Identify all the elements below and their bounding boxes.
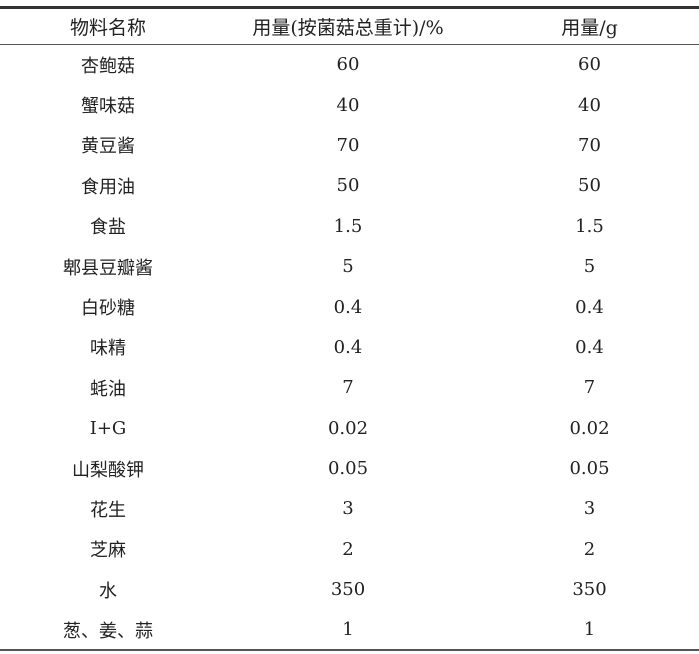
table-row: 水 350 350 <box>0 570 699 610</box>
cell-grams: 0.4 <box>575 336 604 358</box>
table-row: 葱、姜、蒜 1 1 <box>0 609 699 652</box>
cell-grams: 5 <box>583 256 596 278</box>
table-row: 花生 3 3 <box>0 489 699 529</box>
cell-grams: 1.5 <box>575 215 604 237</box>
cell-percent: 1.5 <box>333 215 363 237</box>
cell-material: 芝麻 <box>90 540 126 562</box>
cell-material: 郫县豆瓣酱 <box>63 257 153 279</box>
cell-percent: 70 <box>336 134 360 156</box>
header-row: 物料名称 用量(按菌菇总重计)/% 用量/g <box>0 6 699 45</box>
ingredient-table: 物料名称 用量(按菌菇总重计)/% 用量/g 杏鲍菇 60 60 蟹味菇 40 40 黄豆酱… <box>0 6 699 652</box>
cell-grams: 50 <box>578 175 601 197</box>
cell-percent: 60 <box>336 54 360 76</box>
cell-material: 黄豆酱 <box>81 136 135 158</box>
table-row: 食盐 1.5 1.5 <box>0 206 699 246</box>
cell-grams: 0.02 <box>569 417 610 439</box>
cell-material: 蚝油 <box>90 378 126 400</box>
cell-grams: 3 <box>583 498 596 520</box>
cell-material: 白砂糖 <box>81 298 135 320</box>
cell-material: 葱、姜、蒜 <box>0 609 216 652</box>
cell-percent: 2 <box>342 538 354 560</box>
cell-material: 味精 <box>90 338 126 360</box>
cell-grams: 350 <box>572 579 607 601</box>
table-row: 蟹味菇 40 40 <box>0 85 699 125</box>
cell-grams: 7 <box>583 377 596 399</box>
cell-percent: 3 <box>342 498 354 520</box>
header-material: 物料名称 <box>0 6 216 45</box>
table-row: 蚝油 7 7 <box>0 368 699 408</box>
table-row: 杏鲍菇 60 60 <box>0 45 699 85</box>
table-row: 白砂糖 0.4 0.4 <box>0 287 699 327</box>
header-grams: 用量/g <box>480 6 699 45</box>
cell-grams: 40 <box>578 94 601 116</box>
cell-percent: 0.4 <box>333 336 363 358</box>
cell-percent: 5 <box>342 256 354 278</box>
table-row: 山梨酸钾 0.05 0.05 <box>0 448 699 488</box>
cell-percent: 0.05 <box>327 458 369 480</box>
cell-material: 杏鲍菇 <box>81 55 135 77</box>
cell-material: I+G <box>89 417 127 439</box>
cell-percent: 1 <box>216 609 480 652</box>
cell-percent: 7 <box>342 377 354 399</box>
cell-grams: 2 <box>583 538 596 560</box>
table-row: I+G 0.02 0.02 <box>0 408 699 448</box>
table-row: 食用油 50 50 <box>0 166 699 206</box>
table-row: 郫县豆瓣酱 5 5 <box>0 246 699 286</box>
cell-material: 蟹味菇 <box>81 96 135 118</box>
cell-material: 食用油 <box>81 176 135 198</box>
table-row: 芝麻 2 2 <box>0 529 699 569</box>
cell-percent: 50 <box>336 175 360 197</box>
cell-material: 山梨酸钾 <box>72 459 144 481</box>
cell-material: 食盐 <box>90 217 126 239</box>
cell-material: 花生 <box>90 499 126 521</box>
table-row: 黄豆酱 70 70 <box>0 125 699 165</box>
cell-percent: 0.4 <box>333 296 363 318</box>
cell-grams: 60 <box>578 54 601 76</box>
header-percent: 用量(按菌菇总重计)/% <box>216 6 480 45</box>
table-row: 味精 0.4 0.4 <box>0 327 699 367</box>
cell-grams: 70 <box>578 134 601 156</box>
cell-percent: 40 <box>336 94 360 116</box>
cell-grams: 0.4 <box>575 296 604 318</box>
cell-percent: 350 <box>330 579 366 601</box>
cell-material: 水 <box>99 580 117 602</box>
cell-percent: 0.02 <box>327 417 369 439</box>
cell-grams: 0.05 <box>569 458 610 480</box>
cell-grams: 1 <box>480 609 699 652</box>
